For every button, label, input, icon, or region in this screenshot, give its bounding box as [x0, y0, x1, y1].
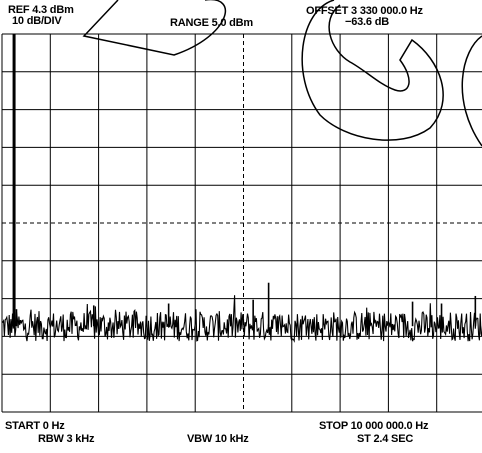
- sweep-time: ST 2.4 SEC: [357, 433, 414, 445]
- stop-frequency: STOP 10 000 000.0 Hz: [319, 420, 429, 432]
- ref-level: REF 4.3 dBm: [8, 4, 74, 16]
- range-label: RANGE 5.0 dBm: [170, 17, 253, 29]
- graticule: [1, 33, 482, 413]
- vbw-label: VBW 10 kHz: [187, 433, 249, 445]
- stamp-stroke-c: [461, 35, 482, 147]
- scale-per-div: 10 dB/DIV: [12, 15, 62, 27]
- stamp-stroke-s: [301, 0, 444, 141]
- trace-layer: [1, 34, 482, 343]
- offset-label: OFFSET 3 330 000.0 Hz: [306, 5, 423, 17]
- noise-trace: [1, 295, 482, 343]
- rbw-label: RBW 3 kHz: [38, 433, 95, 445]
- start-frequency: START 0 Hz: [5, 420, 65, 432]
- stamp-overlay: [82, 0, 482, 147]
- marker-readout: −63.6 dB: [345, 16, 389, 28]
- stamp-stroke-b: [82, 0, 226, 56]
